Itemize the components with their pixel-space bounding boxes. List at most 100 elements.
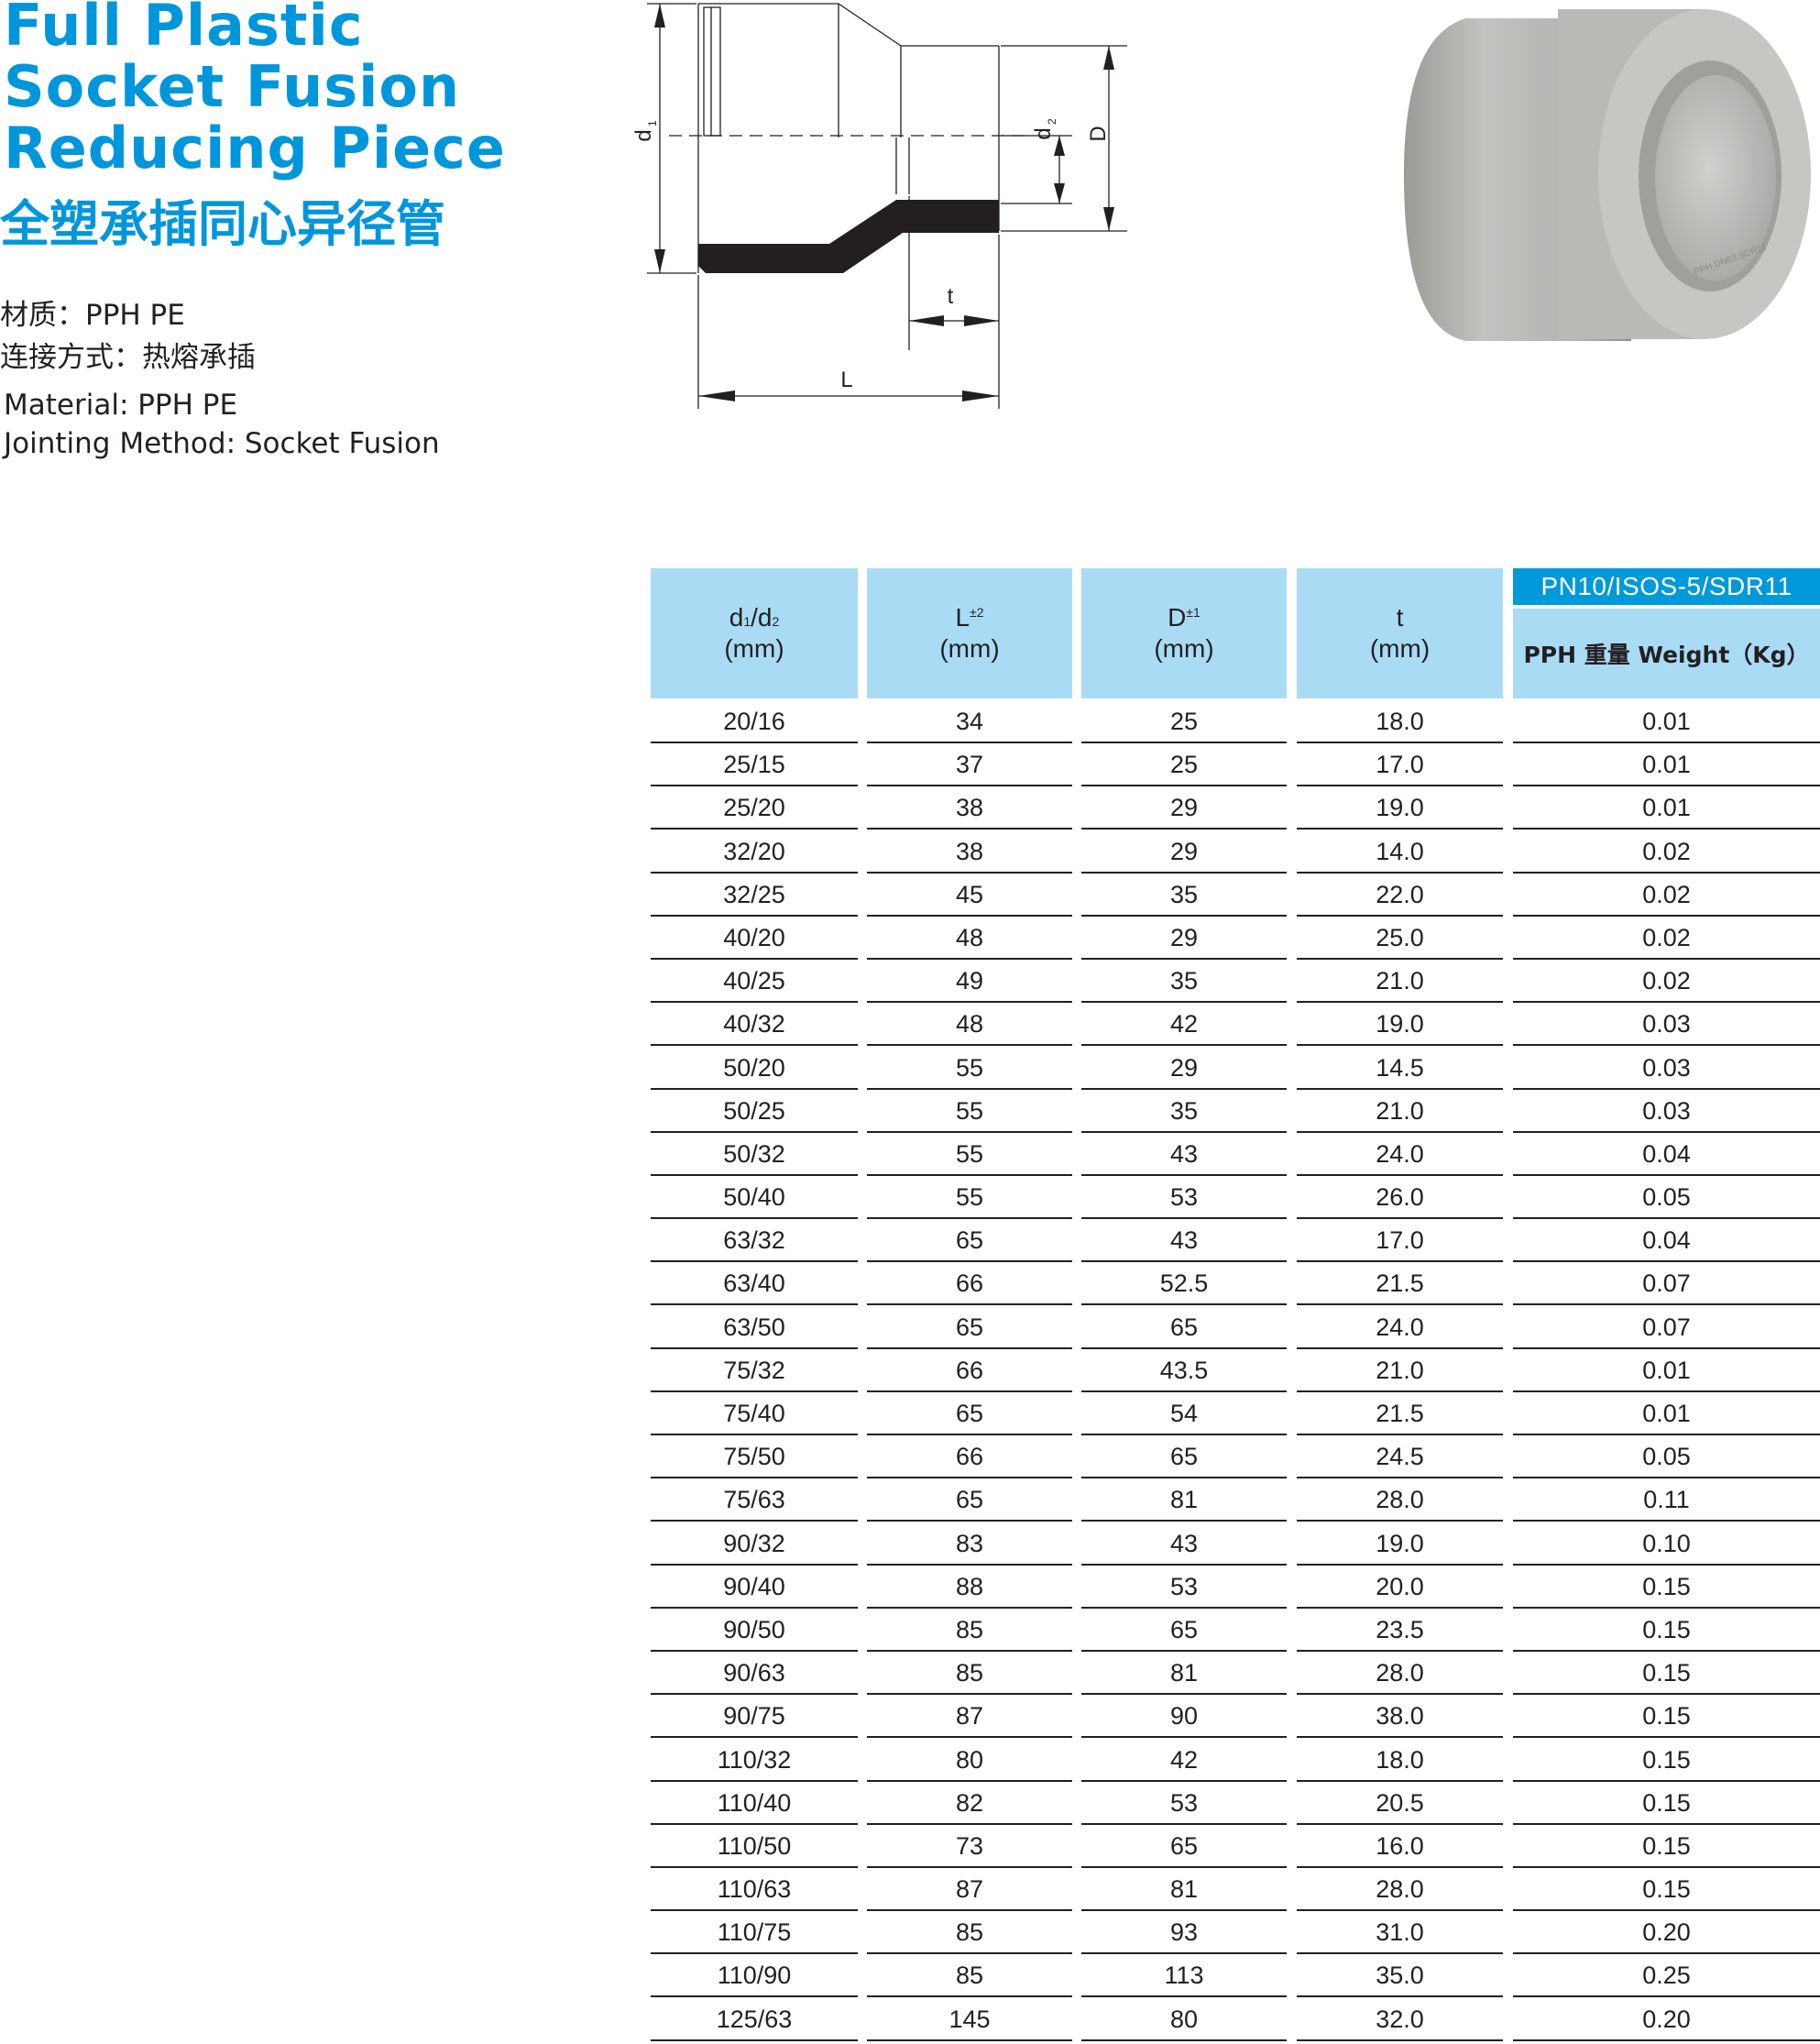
cell-weight: 0.01: [1513, 786, 1820, 830]
page-title-cn: 全塑承插同心异径管: [0, 195, 445, 253]
cell-L: 85: [867, 1609, 1072, 1652]
cell-t: 23.5: [1297, 1609, 1503, 1652]
label-t: t: [948, 284, 954, 309]
socket-bore: [1655, 75, 1776, 280]
cell-weight: 0.03: [1513, 1090, 1820, 1133]
cell-weight: 0.02: [1513, 917, 1820, 960]
table-row: 110/32 80 42 18.0 0.15: [651, 1739, 1820, 1782]
cell-D: 65: [1081, 1609, 1287, 1652]
cell-d1-d2: 50/32: [651, 1133, 858, 1176]
cell-D: 53: [1081, 1566, 1287, 1609]
table-row: 25/15 37 25 17.0 0.01: [651, 743, 1820, 787]
cell-D: 29: [1081, 917, 1287, 960]
table-row: 90/40 88 53 20.0 0.15: [651, 1566, 1820, 1609]
cell-t: 28.0: [1297, 1652, 1503, 1696]
table-row: 110/75 85 93 31.0 0.20: [651, 1911, 1820, 1955]
cell-d1-d2: 110/90: [651, 1954, 858, 1998]
table-row: 32/25 45 35 22.0 0.02: [651, 874, 1820, 917]
title-line-1: Full Plastic: [4, 0, 364, 59]
cell-L: 80: [867, 1739, 1072, 1782]
cell-weight: 0.04: [1513, 1133, 1820, 1176]
cell-t: 22.0: [1297, 874, 1503, 917]
cell-d1-d2: 63/32: [651, 1219, 858, 1263]
cell-weight: 0.11: [1513, 1478, 1820, 1522]
cell-t: 24.0: [1297, 1133, 1503, 1176]
cell-d1-d2: 40/32: [651, 1003, 858, 1047]
cell-D: 43: [1081, 1219, 1287, 1263]
cell-d1-d2: 90/63: [651, 1652, 858, 1696]
cell-d1-d2: 25/15: [651, 743, 858, 787]
cell-weight: 0.15: [1513, 1566, 1820, 1609]
table-row: 90/32 83 43 19.0 0.10: [651, 1522, 1820, 1566]
header-weight-group: PN10/ISOS-5/SDR11 PPH 重量 Weight（Kg）: [1513, 568, 1820, 698]
cell-D: 113: [1081, 1954, 1287, 1998]
table-row: 50/25 55 35 21.0 0.03: [651, 1090, 1820, 1133]
cell-D: 29: [1081, 1047, 1287, 1090]
cell-t: 17.0: [1297, 1219, 1503, 1263]
label-d2: d 2: [1031, 118, 1058, 140]
cell-D: 65: [1081, 1306, 1287, 1349]
cell-D: 93: [1081, 1911, 1287, 1955]
product-image: PPH DN63 SDR11: [1403, 9, 1811, 341]
cell-t: 21.0: [1297, 1349, 1503, 1392]
cell-L: 65: [867, 1306, 1072, 1349]
title-line-2: Socket Fusion: [4, 53, 461, 120]
cell-t: 28.0: [1297, 1478, 1503, 1522]
cell-t: 19.0: [1297, 786, 1503, 830]
cell-L: 48: [867, 917, 1072, 960]
svg-text:2: 2: [1046, 118, 1058, 125]
cell-D: 65: [1081, 1435, 1287, 1479]
cell-d1-d2: 32/20: [651, 830, 858, 874]
svg-text:1: 1: [646, 120, 659, 126]
table-row: 110/50 73 65 16.0 0.15: [651, 1825, 1820, 1868]
cell-d1-d2: 110/32: [651, 1739, 858, 1782]
cell-d1-d2: 50/25: [651, 1090, 858, 1133]
table-row: 75/50 66 65 24.5 0.05: [651, 1435, 1820, 1479]
table-row: 90/75 87 90 38.0 0.15: [651, 1695, 1820, 1739]
cell-weight: 0.03: [1513, 1047, 1820, 1090]
table-row: 110/40 82 53 20.5 0.15: [651, 1782, 1820, 1825]
table-row: 90/63 85 81 28.0 0.15: [651, 1652, 1820, 1696]
cell-weight: 0.02: [1513, 874, 1820, 917]
cell-D: 81: [1081, 1868, 1287, 1912]
cell-t: 16.0: [1297, 1825, 1503, 1868]
cell-L: 55: [867, 1090, 1072, 1133]
cell-d1-d2: 20/16: [651, 700, 858, 743]
cell-t: 24.5: [1297, 1435, 1503, 1479]
cell-t: 26.0: [1297, 1176, 1503, 1220]
fitting-outline: [697, 3, 1000, 273]
cell-t: 25.0: [1297, 917, 1503, 960]
table-row: 75/63 65 81 28.0 0.11: [651, 1478, 1820, 1522]
cell-L: 85: [867, 1652, 1072, 1696]
page-title-en: Full Plastic Socket Fusion Reducing Piec…: [4, 0, 506, 179]
cell-D: 35: [1081, 960, 1287, 1004]
jointing-en: Jointing Method: Socket Fusion: [4, 427, 440, 460]
cell-t: 21.5: [1297, 1392, 1503, 1435]
cell-D: 53: [1081, 1176, 1287, 1220]
svg-text:d: d: [631, 129, 656, 141]
cell-L: 73: [867, 1825, 1072, 1868]
cell-L: 66: [867, 1435, 1072, 1479]
cell-D: 53: [1081, 1782, 1287, 1825]
cell-D: 43.5: [1081, 1349, 1287, 1392]
cell-weight: 0.04: [1513, 1219, 1820, 1263]
cell-weight: 0.15: [1513, 1868, 1820, 1912]
cell-t: 32.0: [1297, 1998, 1503, 2041]
title-line-3: Reducing Piece: [4, 115, 506, 181]
cell-weight: 0.05: [1513, 1176, 1820, 1220]
table-row: 50/20 55 29 14.5 0.03: [651, 1047, 1820, 1090]
cell-D: 25: [1081, 700, 1287, 743]
cell-weight: 0.01: [1513, 1349, 1820, 1392]
cell-L: 55: [867, 1047, 1072, 1090]
cell-t: 28.0: [1297, 1868, 1503, 1912]
material-cn: 材质：PPH PE: [0, 299, 185, 332]
header-t: t (mm): [1297, 568, 1503, 698]
cell-t: 38.0: [1297, 1695, 1503, 1739]
cell-d1-d2: 40/25: [651, 960, 858, 1004]
cell-L: 38: [867, 786, 1072, 830]
cell-t: 18.0: [1297, 700, 1503, 743]
cell-t: 17.0: [1297, 743, 1503, 787]
material-en: Material: PPH PE: [4, 389, 238, 422]
cell-d1-d2: 90/75: [651, 1695, 858, 1739]
cell-D: 43: [1081, 1522, 1287, 1566]
